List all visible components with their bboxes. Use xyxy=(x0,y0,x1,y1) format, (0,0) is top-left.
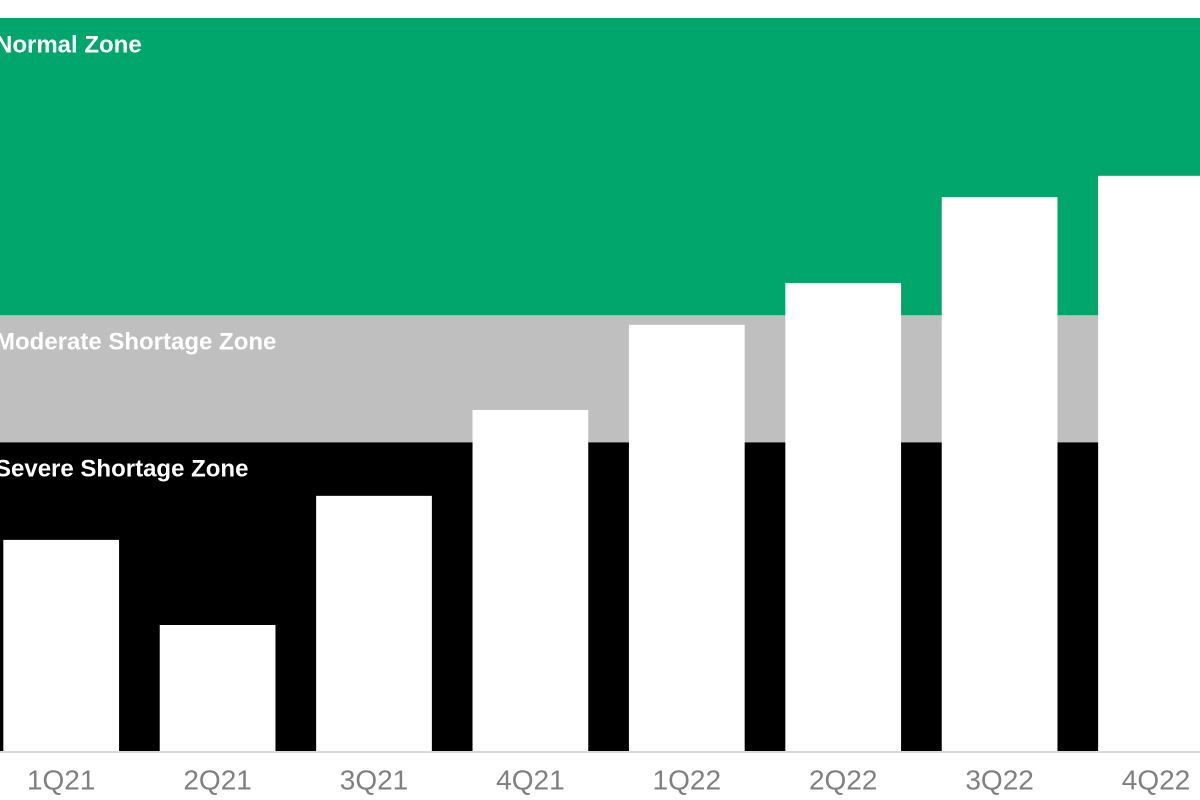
zone-label: Normal Zone xyxy=(0,31,142,58)
bar xyxy=(785,282,902,752)
x-tick-label: 2Q22 xyxy=(809,764,878,795)
bar xyxy=(159,625,276,752)
bar xyxy=(941,197,1058,752)
x-tick-label: 3Q22 xyxy=(965,764,1034,795)
x-tick-label: 2Q21 xyxy=(183,764,252,795)
zone-label: Moderate Shortage Zone xyxy=(0,329,276,356)
bar xyxy=(1098,175,1200,752)
bar xyxy=(628,324,745,752)
bar xyxy=(316,495,432,752)
x-tick-label: 1Q21 xyxy=(27,764,96,795)
x-tick-label: 1Q22 xyxy=(653,764,722,795)
bar xyxy=(472,409,589,752)
x-tick-label: 3Q21 xyxy=(340,764,409,795)
zone-label: Severe Shortage Zone xyxy=(0,456,248,483)
x-tick-label: 4Q21 xyxy=(496,764,565,795)
bar xyxy=(3,539,120,752)
x-tick-label: 4Q22 xyxy=(1122,764,1191,795)
